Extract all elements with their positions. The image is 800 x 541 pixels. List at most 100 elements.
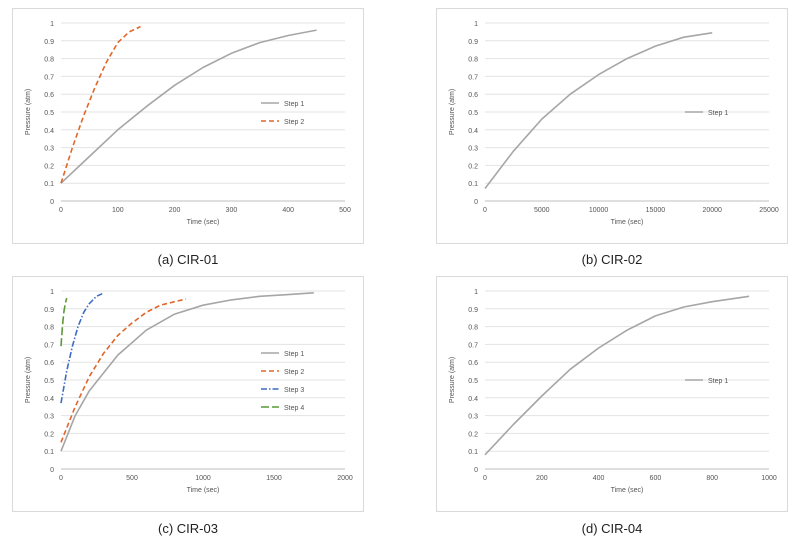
chart-panel-c: 0 0.1 0.2 0.3 0.4 0.5 0.6 0.7 0.8 0.9 1 0 500 1000 150…: [12, 276, 364, 512]
y-tick-label: 0.5: [468, 378, 478, 385]
y-tick-label: 1: [474, 21, 478, 28]
y-tick-label: 0.9: [468, 307, 478, 314]
x-tick-label: 0: [59, 207, 63, 214]
y-tick-label: 0.2: [44, 163, 54, 170]
y-tick-label: 0.3: [468, 146, 478, 153]
x-tick-label: 25000: [759, 207, 779, 214]
x-tick-label: 1000: [761, 475, 777, 482]
x-tick-label: 500: [339, 207, 351, 214]
y-axis-label: Pressure (atm): [449, 89, 456, 135]
y-tick-label: 0.5: [44, 378, 54, 385]
y-tick-label: 0.6: [468, 360, 478, 367]
y-tick-label: 0.7: [468, 74, 478, 81]
y-tick-label: 0: [50, 199, 54, 206]
y-tick-label: 0.6: [44, 92, 54, 99]
x-tick-label: 0: [483, 475, 487, 482]
series-line-step-3: [60, 292, 103, 404]
x-tick-label: 15000: [646, 207, 666, 214]
x-tick-label: 100: [112, 207, 124, 214]
y-tick-label: 0.4: [468, 128, 478, 135]
series-line-step-1: [60, 292, 314, 452]
y-tick-label: 0.1: [468, 181, 478, 188]
x-axis-label: Time (sec): [187, 219, 220, 226]
series-line-step-1: [484, 32, 713, 189]
y-tick-label: 0: [474, 467, 478, 474]
caption-c: (c) CIR-03: [158, 521, 218, 536]
y-tick-label: 0: [50, 467, 54, 474]
x-tick-label: 200: [169, 207, 181, 214]
y-tick-label: 0.8: [468, 325, 478, 332]
y-axis-label: Pressure (atm): [449, 357, 456, 403]
chart-d: 0 0.1 0.2 0.3 0.4 0.5 0.6 0.7 0.8 0.9 1 0 200 400 600 8…: [449, 289, 777, 494]
x-axis-label: Time (sec): [187, 487, 220, 494]
chart-b: 0 0.1 0.2 0.3 0.4 0.5 0.6 0.7 0.8 0.9 1 0 5000 10000 1…: [449, 21, 779, 226]
legend-label: Step 1: [708, 110, 728, 117]
chart-panel-a: 0 0.1 0.2 0.3 0.4 0.5 0.6 0.7 0.8 0.9 1 0 100 200 300 4…: [12, 8, 364, 244]
caption-d: (d) CIR-04: [581, 521, 643, 536]
y-axis-label: Pressure (atm): [25, 89, 32, 135]
y-tick-label: 0.8: [468, 57, 478, 64]
y-tick-label: 0.6: [468, 92, 478, 99]
y-tick-label: 0.4: [44, 396, 54, 403]
y-tick-label: 0.7: [468, 342, 478, 349]
y-tick-label: 0.8: [44, 325, 54, 332]
x-tick-label: 400: [593, 475, 605, 482]
series-line-step-2: [60, 298, 187, 443]
x-tick-label: 600: [650, 475, 662, 482]
y-tick-label: 0.9: [44, 39, 54, 46]
y-tick-label: 0.7: [44, 342, 54, 349]
series-line-step-4: [60, 297, 68, 347]
x-tick-label: 500: [126, 475, 138, 482]
chart-a: 0 0.1 0.2 0.3 0.4 0.5 0.6 0.7 0.8 0.9 1 0 100 200 300 4…: [25, 21, 351, 226]
legend-label: Step 1: [284, 351, 304, 358]
y-tick-label: 0.7: [44, 74, 54, 81]
y-tick-label: 0.5: [468, 110, 478, 117]
x-axis-label: Time (sec): [611, 487, 644, 494]
x-tick-label: 300: [226, 207, 238, 214]
y-tick-label: 0.3: [44, 146, 54, 153]
x-tick-label: 200: [536, 475, 548, 482]
x-tick-label: 0: [59, 475, 63, 482]
y-tick-label: 0: [474, 199, 478, 206]
y-tick-label: 0.1: [44, 449, 54, 456]
y-tick-label: 0.2: [468, 163, 478, 170]
legend-label: Step 3: [284, 387, 304, 394]
x-tick-label: 2000: [337, 475, 353, 482]
y-tick-label: 0.1: [468, 449, 478, 456]
legend-label: Step 2: [284, 369, 304, 376]
legend-label: Step 1: [284, 101, 304, 108]
y-tick-label: 0.2: [44, 431, 54, 438]
legend-label: Step 1: [708, 378, 728, 385]
y-tick-label: 0.3: [468, 414, 478, 421]
x-tick-label: 20000: [702, 207, 722, 214]
y-tick-label: 0.9: [44, 307, 54, 314]
y-tick-label: 0.4: [468, 396, 478, 403]
y-tick-label: 0.4: [44, 128, 54, 135]
y-tick-label: 0.5: [44, 110, 54, 117]
chart-c: 0 0.1 0.2 0.3 0.4 0.5 0.6 0.7 0.8 0.9 1 0 500 1000 150…: [25, 289, 353, 494]
x-tick-label: 800: [706, 475, 718, 482]
caption-b: (b) CIR-02: [581, 252, 643, 267]
caption-a: (a) CIR-01: [157, 252, 219, 267]
chart-panel-b: 0 0.1 0.2 0.3 0.4 0.5 0.6 0.7 0.8 0.9 1 0 5000 10000 1…: [436, 8, 788, 244]
x-tick-label: 400: [282, 207, 294, 214]
x-tick-label: 1500: [266, 475, 282, 482]
series-line-step-1: [60, 29, 317, 184]
y-tick-label: 0.8: [44, 57, 54, 64]
series-line-step-1: [484, 295, 750, 456]
y-tick-label: 0.3: [44, 414, 54, 421]
x-tick-label: 1000: [195, 475, 211, 482]
legend-label: Step 2: [284, 119, 304, 126]
x-axis-label: Time (sec): [611, 219, 644, 226]
y-tick-label: 0.1: [44, 181, 54, 188]
y-tick-label: 0.2: [468, 431, 478, 438]
y-tick-label: 1: [50, 21, 54, 28]
x-tick-label: 10000: [589, 207, 609, 214]
y-tick-label: 0.9: [468, 39, 478, 46]
x-tick-label: 0: [483, 207, 487, 214]
series-line-step-2: [60, 25, 141, 184]
x-tick-label: 5000: [534, 207, 550, 214]
y-tick-label: 1: [474, 289, 478, 296]
y-tick-label: 0.6: [44, 360, 54, 367]
y-axis-label: Pressure (atm): [25, 357, 32, 403]
